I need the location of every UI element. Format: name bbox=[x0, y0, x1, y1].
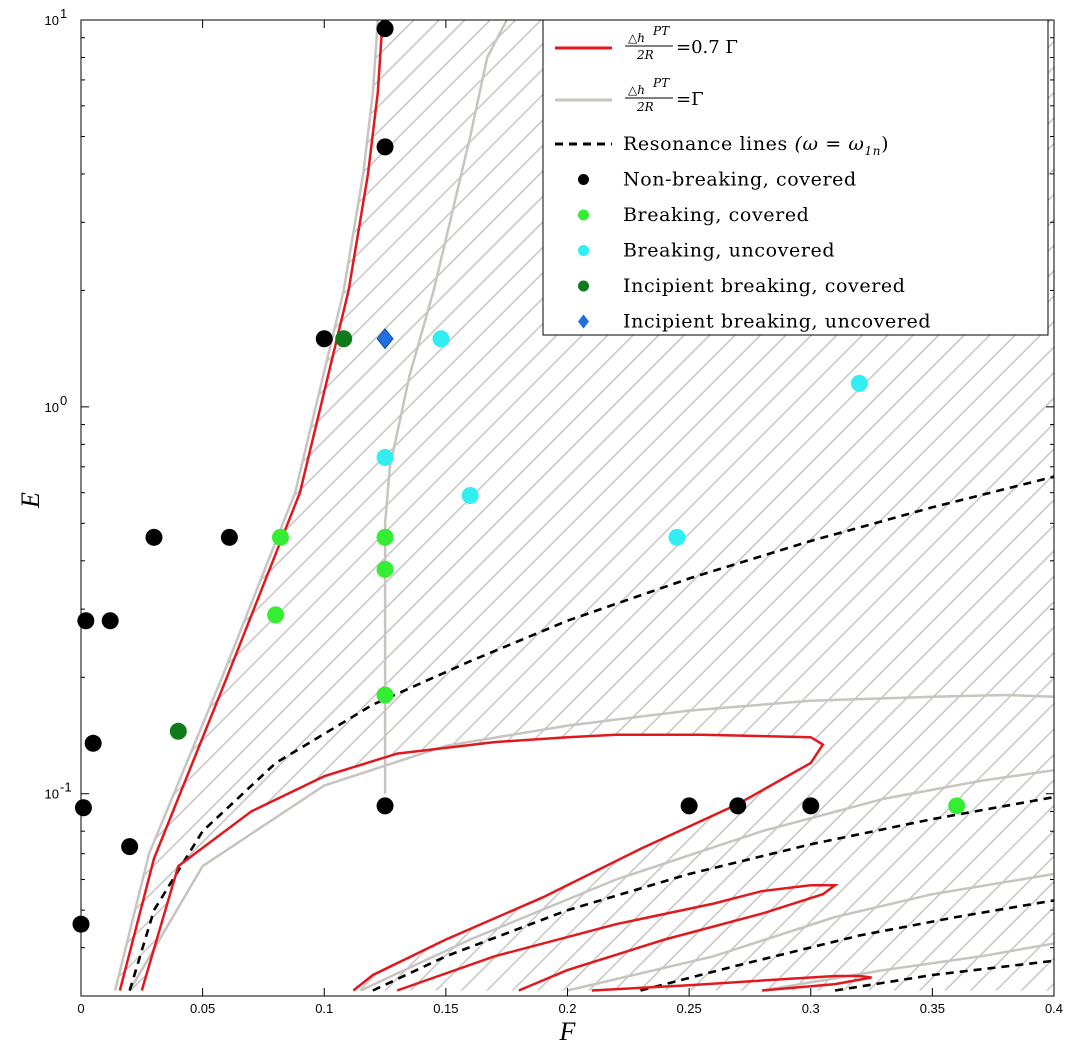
threshold-curve-0.7 bbox=[140, 733, 825, 992]
y-tick-label: 10 bbox=[45, 787, 59, 802]
data-point bbox=[74, 799, 92, 817]
data-point bbox=[271, 528, 289, 546]
legend-fraction-top: △h bbox=[628, 31, 645, 45]
x-tick-label: 0.1 bbox=[315, 1001, 333, 1016]
data-point bbox=[376, 686, 394, 704]
resonance-line bbox=[128, 475, 1054, 991]
x-tick-label: 0.25 bbox=[676, 1001, 701, 1016]
legend-fraction-bottom: 2R bbox=[636, 100, 654, 114]
threshold-curve-0.7 bbox=[591, 974, 872, 992]
resonance-line bbox=[640, 899, 1054, 992]
x-tick-label: 0 bbox=[77, 1001, 84, 1016]
threshold-curve-1 bbox=[761, 942, 1054, 992]
data-point bbox=[802, 797, 820, 815]
data-point bbox=[948, 797, 966, 815]
legend-swatch bbox=[578, 314, 589, 329]
resonance-line bbox=[834, 959, 1054, 992]
data-point bbox=[680, 797, 698, 815]
legend-label: Non-breaking, covered bbox=[623, 169, 857, 191]
y-tick-exponent: -1 bbox=[60, 780, 72, 795]
threshold-curve-1 bbox=[360, 768, 1054, 992]
legend-label: Incipient breaking, covered bbox=[623, 275, 906, 297]
data-point bbox=[461, 487, 479, 505]
legend-label: Resonance lines (ω = ω1n) bbox=[623, 133, 889, 158]
legend-fraction-sup: PT bbox=[652, 24, 670, 38]
legend-label: Breaking, uncovered bbox=[623, 240, 835, 262]
y-axis-label: E bbox=[16, 492, 45, 509]
x-tick-label: 0.15 bbox=[433, 1001, 458, 1016]
data-point bbox=[376, 560, 394, 578]
data-points bbox=[72, 20, 966, 933]
threshold-curve-1 bbox=[128, 693, 1054, 992]
x-tick-label: 0.2 bbox=[558, 1001, 576, 1016]
data-point bbox=[121, 838, 139, 856]
threshold-curve-1 bbox=[113, 20, 380, 991]
y-tick-exponent: 0 bbox=[60, 393, 67, 408]
data-point bbox=[432, 330, 450, 348]
legend-swatch bbox=[578, 209, 589, 221]
legend: △h PT 2R =0.7 Γ △h PT 2R =Γ Resonance lines (ω =… bbox=[542, 19, 1049, 336]
data-point bbox=[850, 374, 868, 392]
data-point bbox=[376, 138, 394, 156]
data-point bbox=[729, 797, 747, 815]
legend-label: Incipient breaking, uncovered bbox=[623, 311, 931, 333]
y-tick-label: 10 bbox=[45, 13, 59, 28]
data-point bbox=[267, 606, 285, 624]
data-point bbox=[376, 448, 394, 466]
data-point bbox=[376, 20, 394, 38]
legend-swatch bbox=[578, 280, 589, 292]
data-point bbox=[668, 528, 686, 546]
data-point bbox=[101, 612, 119, 630]
data-point bbox=[72, 915, 90, 933]
data-point bbox=[169, 722, 187, 740]
legend-math: (ω = ω bbox=[795, 133, 865, 155]
legend-label: =Γ bbox=[676, 89, 704, 110]
legend-close: ) bbox=[881, 133, 889, 155]
legend-subscript: 1n bbox=[865, 144, 882, 158]
data-point bbox=[335, 330, 353, 348]
threshold-curve-1 bbox=[383, 20, 508, 794]
data-point bbox=[145, 528, 163, 546]
legend-label: Breaking, covered bbox=[623, 204, 809, 226]
legend-fraction-bottom: 2R bbox=[636, 48, 654, 62]
data-point bbox=[84, 734, 102, 752]
legend-box bbox=[542, 19, 1049, 336]
x-tick-label: 0.4 bbox=[1045, 1001, 1063, 1016]
data-point bbox=[376, 328, 394, 350]
threshold-curve-0.7 bbox=[396, 883, 839, 992]
x-tick-label: 0.3 bbox=[802, 1001, 820, 1016]
data-point bbox=[220, 528, 238, 546]
unhatched-region bbox=[141, 734, 823, 991]
legend-fraction-top: △h bbox=[628, 83, 645, 97]
x-tick-label: 0.35 bbox=[920, 1001, 945, 1016]
data-point bbox=[376, 528, 394, 546]
curve-layer bbox=[113, 20, 1054, 992]
data-point bbox=[315, 330, 333, 348]
legend-label: =0.7 Γ bbox=[676, 37, 738, 58]
y-tick-exponent: 1 bbox=[60, 6, 67, 21]
data-point bbox=[376, 797, 394, 815]
y-tick-label: 10 bbox=[45, 400, 59, 415]
threshold-curve-1 bbox=[567, 872, 1054, 992]
x-tick-label: 0.05 bbox=[190, 1001, 215, 1016]
resonance-line bbox=[372, 795, 1054, 992]
threshold-curve-0.7 bbox=[118, 20, 384, 991]
data-point bbox=[77, 612, 95, 630]
x-axis-label: F bbox=[559, 1017, 577, 1046]
legend-fraction-sup: PT bbox=[652, 76, 670, 90]
legend-swatch bbox=[578, 245, 589, 256]
legend-swatch bbox=[578, 174, 589, 185]
